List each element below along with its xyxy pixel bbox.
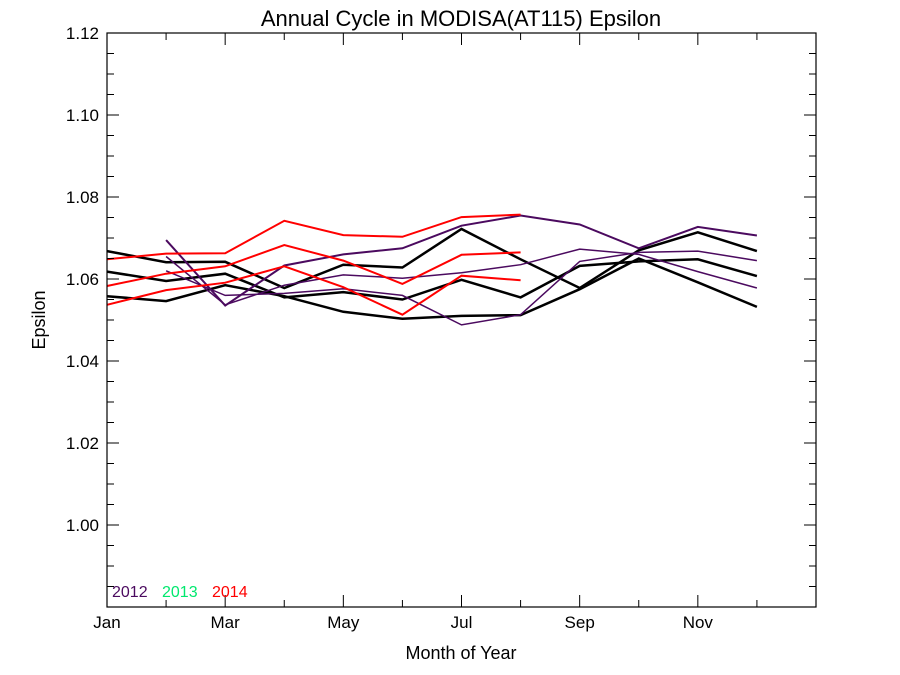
series-line-3 xyxy=(106,257,758,321)
series-line-6 xyxy=(165,250,758,326)
x-tick-label: Jan xyxy=(93,613,120,632)
series-line-1 xyxy=(106,227,758,290)
series-line-9 xyxy=(106,265,521,316)
chart-title: Annual Cycle in MODISA(AT115) Epsilon xyxy=(261,6,661,31)
y-tick-label: 1.06 xyxy=(66,270,99,289)
y-tick-label: 1.02 xyxy=(66,434,99,453)
x-tick-label: Jul xyxy=(451,613,473,632)
x-tick-label: Nov xyxy=(683,613,714,632)
series-line-4 xyxy=(165,214,758,307)
x-tick-label: Mar xyxy=(211,613,241,632)
series-line-5 xyxy=(165,248,758,306)
legend-entry-2012: 2012 xyxy=(112,584,148,601)
y-tick-label: 1.10 xyxy=(66,106,99,125)
legend-entry-2014: 2014 xyxy=(212,584,248,601)
series-layer xyxy=(106,213,758,326)
x-tick-label: Sep xyxy=(565,613,595,632)
y-tick-label: 1.00 xyxy=(66,516,99,535)
series-line-8 xyxy=(106,243,521,287)
x-tick-label: May xyxy=(327,613,360,632)
y-tick-label: 1.08 xyxy=(66,188,99,207)
axis-layer: Jan Mar May Jul Sep Nov 1.00 1.02 1.04 1.06 1.08 1.… xyxy=(66,24,817,632)
legend: 2012 2013 2014 xyxy=(112,584,248,601)
y-tick-label: 1.04 xyxy=(66,352,99,371)
series-line-2 xyxy=(106,258,758,301)
series-line-7 xyxy=(106,213,521,261)
x-axis-label: Month of Year xyxy=(405,643,516,663)
legend-entry-2013: 2013 xyxy=(162,584,198,601)
y-tick-label: 1.12 xyxy=(66,24,99,43)
plot-frame xyxy=(106,32,817,608)
y-axis-label: Epsilon xyxy=(29,290,49,349)
